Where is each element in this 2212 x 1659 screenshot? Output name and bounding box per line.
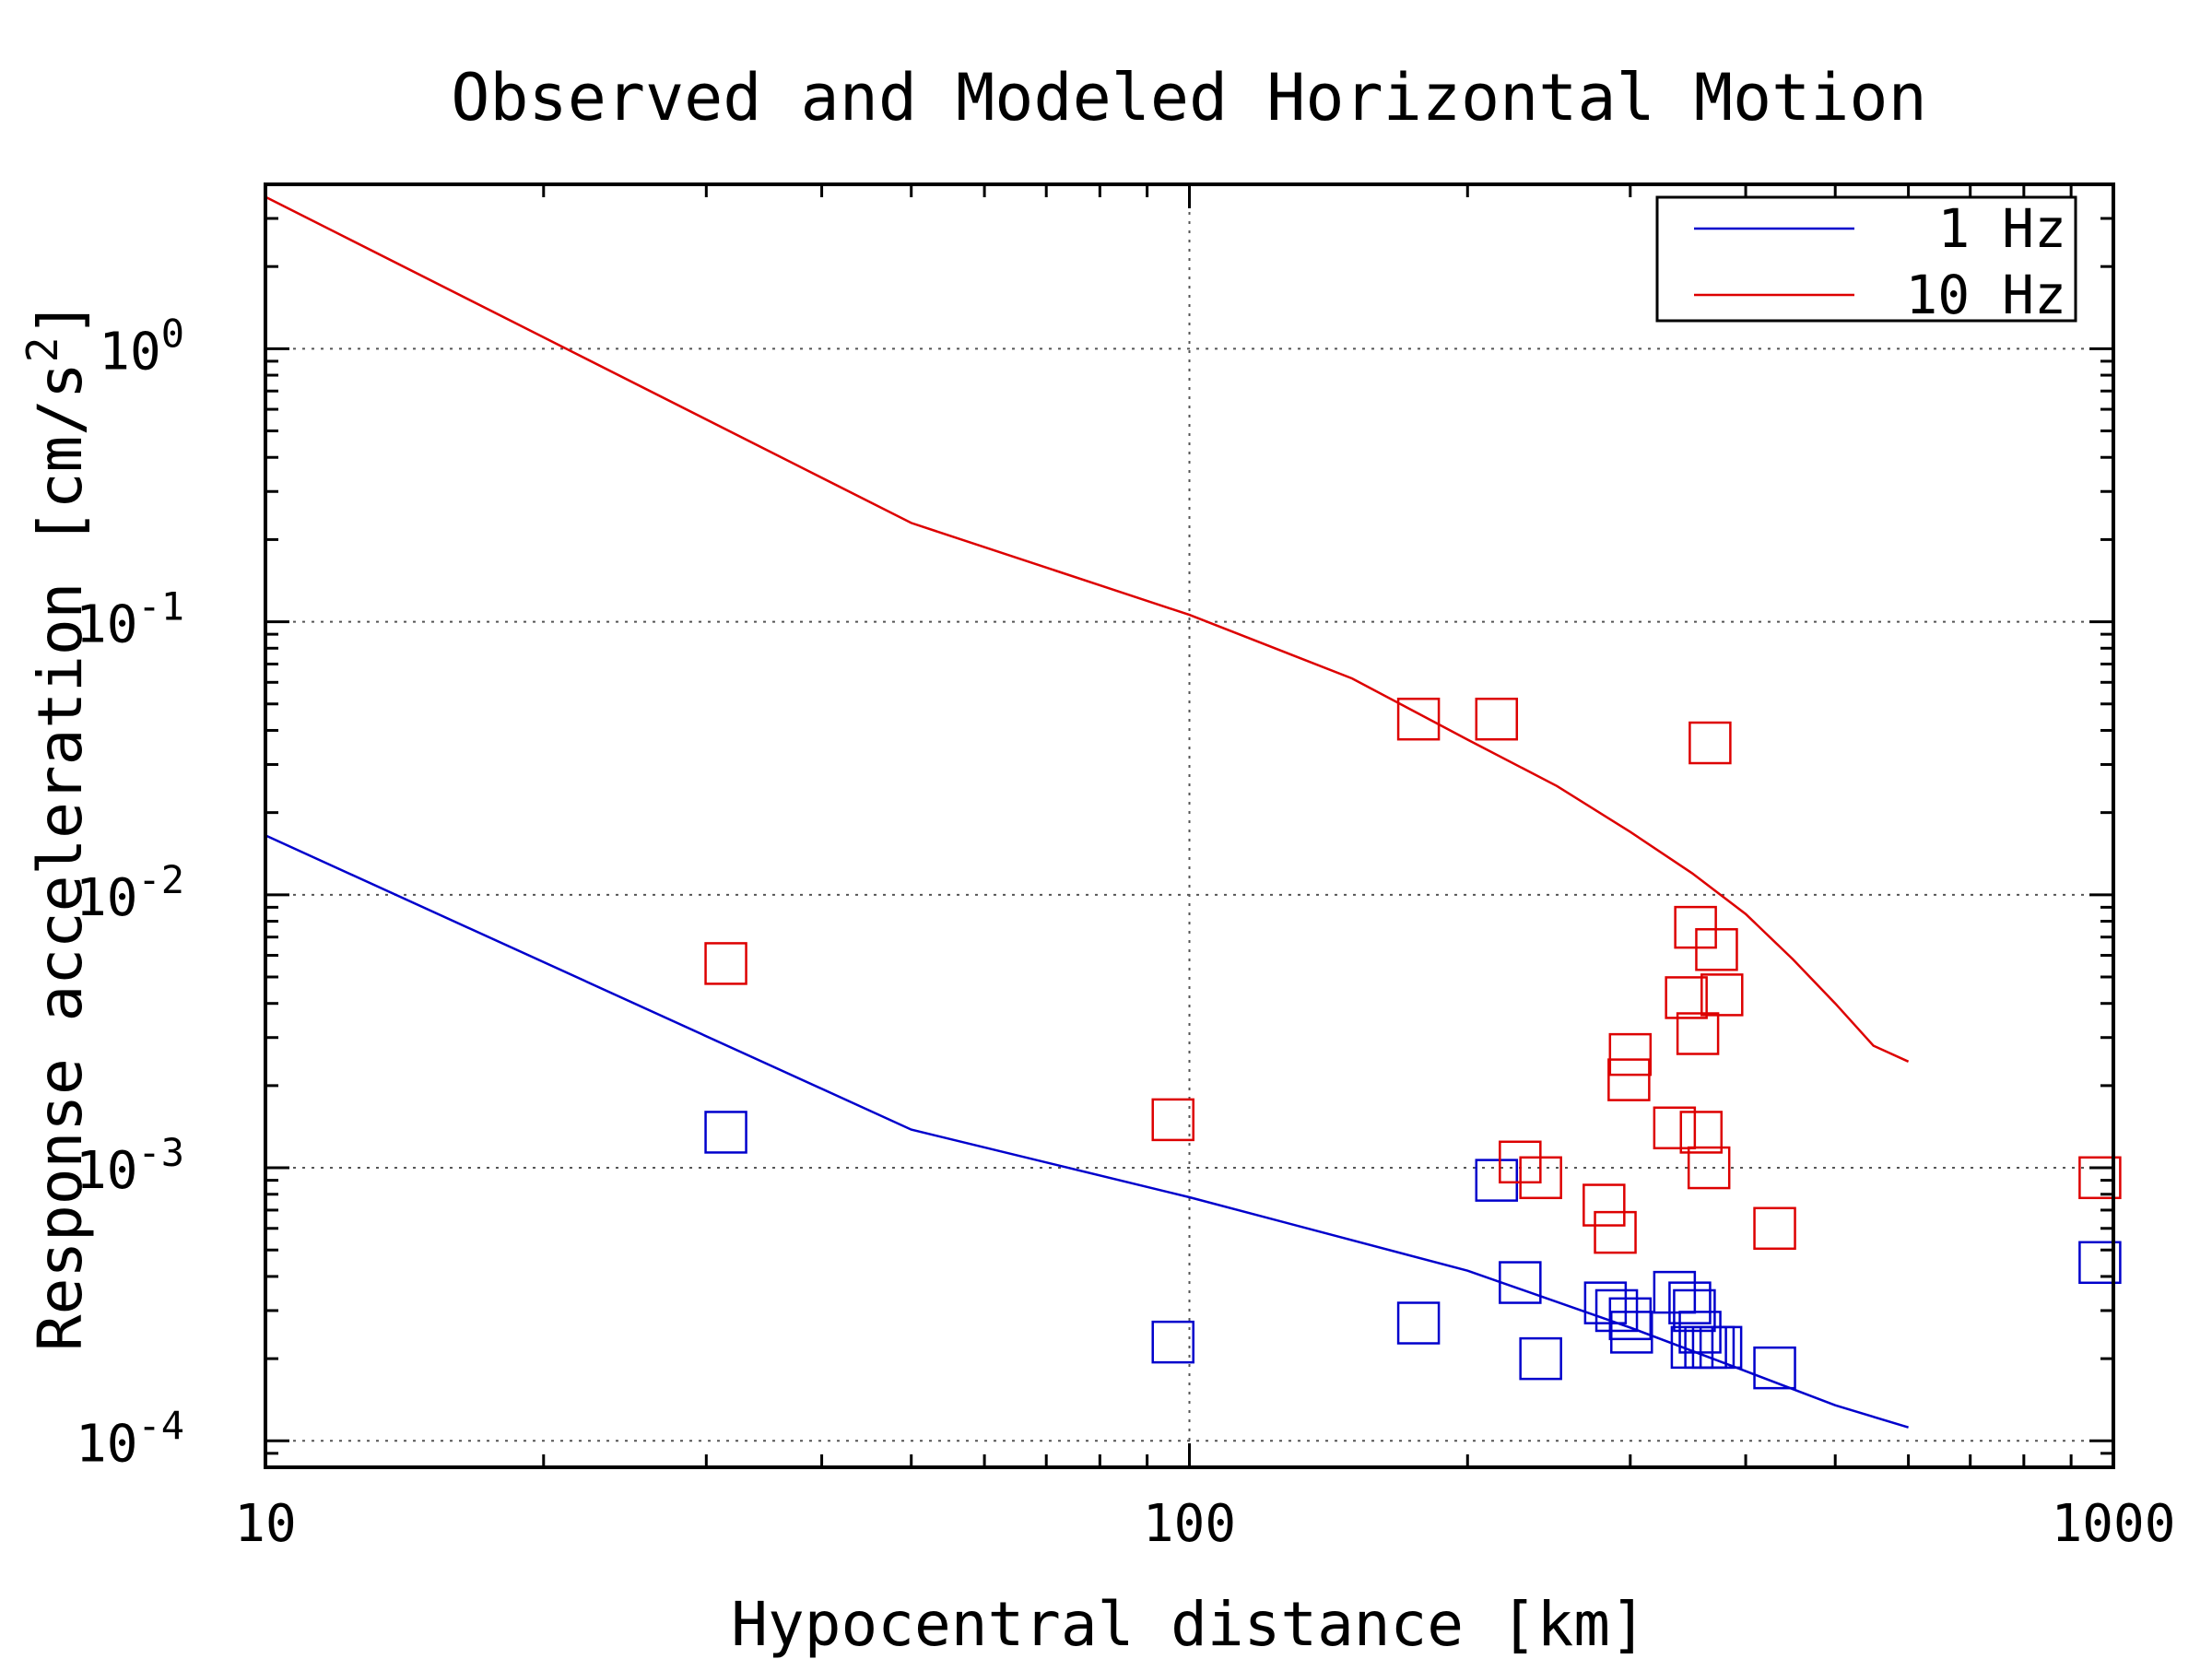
observation-marker (704, 942, 747, 985)
legend-label: 10 Hz (1905, 264, 2066, 326)
observation-marker (704, 1111, 747, 1154)
observation-marker (1699, 1325, 1743, 1370)
observation-marker (1753, 1346, 1796, 1390)
legend-label: 1 Hz (1937, 197, 2066, 260)
observation-marker (1608, 1032, 1653, 1077)
observation-marker (1475, 697, 1519, 741)
observation-marker (1673, 1288, 1716, 1333)
observation-marker (1700, 973, 1744, 1017)
legend-box (1655, 195, 2077, 323)
observation-marker (1151, 1320, 1194, 1364)
chart-title: Observed and Modeled Horizontal Motion (451, 60, 1926, 135)
y-axis-label: Response acceleration [cm/s2] (18, 300, 96, 1351)
x-tick-label: 10 (234, 1494, 296, 1554)
observation-marker (1583, 1281, 1628, 1324)
observation-marker (1676, 1012, 1720, 1055)
axis-ticks (264, 182, 2113, 1469)
y-axis-label-tail: ] (25, 300, 96, 337)
observation-marker (1608, 1297, 1653, 1341)
tick-labels: 10 100 1000 100 10-1 10-2 10-3 10-4 (76, 311, 2175, 1554)
observation-marker (2078, 1156, 2122, 1200)
observation-marker (1151, 1098, 1194, 1142)
observation-marker (1396, 1301, 1441, 1345)
observation-marker (1688, 721, 1732, 765)
observation-marker (1753, 1206, 1796, 1251)
observation-marker (1610, 1311, 1653, 1354)
y-axis-label-base: Response acceleration [cm/s (25, 362, 96, 1351)
y-tick-label: 100 (99, 311, 184, 382)
y-tick-label: 10-4 (76, 1403, 184, 1474)
observation-marker (1519, 1156, 1562, 1200)
observation-marker (2078, 1241, 2122, 1285)
x-axis-label: Hypocentral distance [km] (731, 1589, 1646, 1659)
model-line-10-hz (265, 195, 1910, 1063)
observation-marker (1665, 976, 1708, 1019)
observation-marker (1499, 1261, 1542, 1304)
observation-marker (1687, 1146, 1731, 1190)
model-lines (265, 195, 1910, 1429)
observation-marker (1653, 1106, 1697, 1150)
observation-marker (1583, 1183, 1626, 1227)
plot-frame (264, 182, 2115, 1469)
y-tick-label: 10-3 (76, 1130, 184, 1201)
observation-marker (1668, 1281, 1712, 1324)
observation-marker (1594, 1210, 1637, 1254)
observation-marker (1396, 697, 1441, 741)
x-tick-label: 1000 (2052, 1494, 2176, 1554)
observation-marker (1594, 1288, 1639, 1333)
observation-marker (1519, 1336, 1562, 1381)
observation-marker (1695, 928, 1738, 971)
model-line-1-hz (265, 834, 1909, 1429)
observation-markers (704, 697, 2122, 1390)
observation-marker (1607, 1058, 1651, 1101)
observation-marker (1679, 1111, 1724, 1154)
y-tick-label: 10-1 (76, 584, 184, 655)
grid (265, 184, 2113, 1467)
y-tick-label: 10-2 (76, 857, 184, 928)
y-axis-label-sup: 2 (18, 337, 67, 363)
observation-marker (1475, 1159, 1519, 1202)
x-tick-label: 100 (1143, 1494, 1236, 1554)
